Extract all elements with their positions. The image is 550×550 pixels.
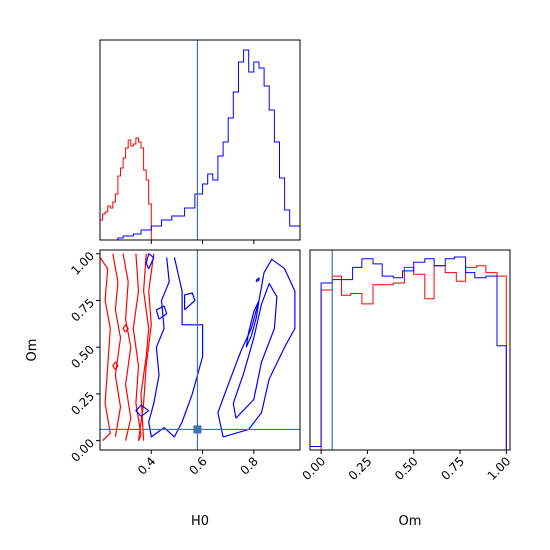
contour-series-2-line-5 bbox=[135, 404, 150, 417]
x-tick-label: 0.4 bbox=[135, 454, 158, 477]
contour-series-1-line-5 bbox=[140, 253, 150, 441]
contour-series-2-line-1 bbox=[148, 257, 204, 438]
x-tick-label: 0.50 bbox=[392, 454, 421, 483]
contour-series-2-line-3 bbox=[155, 305, 168, 320]
contour-series-2-line-4 bbox=[145, 253, 155, 269]
om-axis-title: Om bbox=[25, 339, 40, 362]
joint-ticks: 0.4 0.6 0.8 0.00 0.25 0.50 0.75 1.00 bbox=[68, 249, 261, 478]
histogram-series-1 bbox=[320, 265, 507, 450]
truth-marker bbox=[193, 425, 202, 434]
h0-marginal-plot-area bbox=[100, 40, 300, 240]
om-marginal-x-ticks: 0.00 0.25 0.50 0.75 1.00 bbox=[299, 450, 513, 483]
x-tick-label: 0.00 bbox=[299, 454, 328, 483]
om-marginal-panel: 0.00 0.25 0.50 0.75 1.00 Om bbox=[299, 249, 513, 529]
y-tick-label: 0.25 bbox=[68, 389, 97, 418]
histogram-series-2 bbox=[310, 256, 507, 450]
contour-series-1-line-7 bbox=[122, 324, 129, 333]
h0-marginal-x-ticks bbox=[150, 240, 255, 244]
contour-series-1-line-1 bbox=[100, 257, 111, 442]
contour-series-2-line-2 bbox=[184, 292, 196, 311]
contour-series-1-line-6 bbox=[137, 253, 155, 441]
contour-series-2-line-7 bbox=[232, 283, 278, 419]
x-tick-label: 1.00 bbox=[485, 454, 514, 483]
y-tick-label: 0.75 bbox=[68, 296, 97, 325]
y-tick-label: 0.50 bbox=[68, 342, 97, 371]
contour-series-1-line-3 bbox=[122, 253, 132, 441]
joint-frame bbox=[99, 249, 301, 451]
x-tick-label: 0.6 bbox=[186, 454, 209, 477]
histogram-series-1 bbox=[100, 137, 152, 240]
y-tick-label: 0.00 bbox=[68, 436, 97, 465]
contour-series-2-line-9 bbox=[255, 277, 260, 283]
contour-series-1-line-8 bbox=[112, 361, 119, 370]
joint-plot-area bbox=[100, 250, 300, 450]
om-marginal-axis-title: Om bbox=[399, 514, 422, 529]
om-marginal-plot-area bbox=[310, 250, 507, 450]
x-tick-label: 0.75 bbox=[438, 454, 467, 483]
y-tick-label: 1.00 bbox=[68, 249, 97, 278]
om-marginal-frame bbox=[309, 249, 511, 451]
h0-marginal-panel bbox=[99, 39, 301, 244]
x-tick-label: 0.8 bbox=[238, 454, 261, 477]
contour-series-2-line-6 bbox=[217, 258, 296, 438]
histogram-series-2 bbox=[117, 49, 300, 240]
h0-marginal-frame bbox=[99, 39, 301, 241]
contour-series-1-line-4 bbox=[132, 253, 142, 441]
contour-series-1-line-2 bbox=[112, 253, 122, 438]
contour-series-2-line-8 bbox=[245, 299, 260, 348]
joint-panel: 0.4 0.6 0.8 0.00 0.25 0.50 0.75 1.00 H0 Om bbox=[25, 249, 301, 529]
h0-axis-title: H0 bbox=[191, 514, 209, 529]
x-tick-label: 0.25 bbox=[346, 454, 375, 483]
